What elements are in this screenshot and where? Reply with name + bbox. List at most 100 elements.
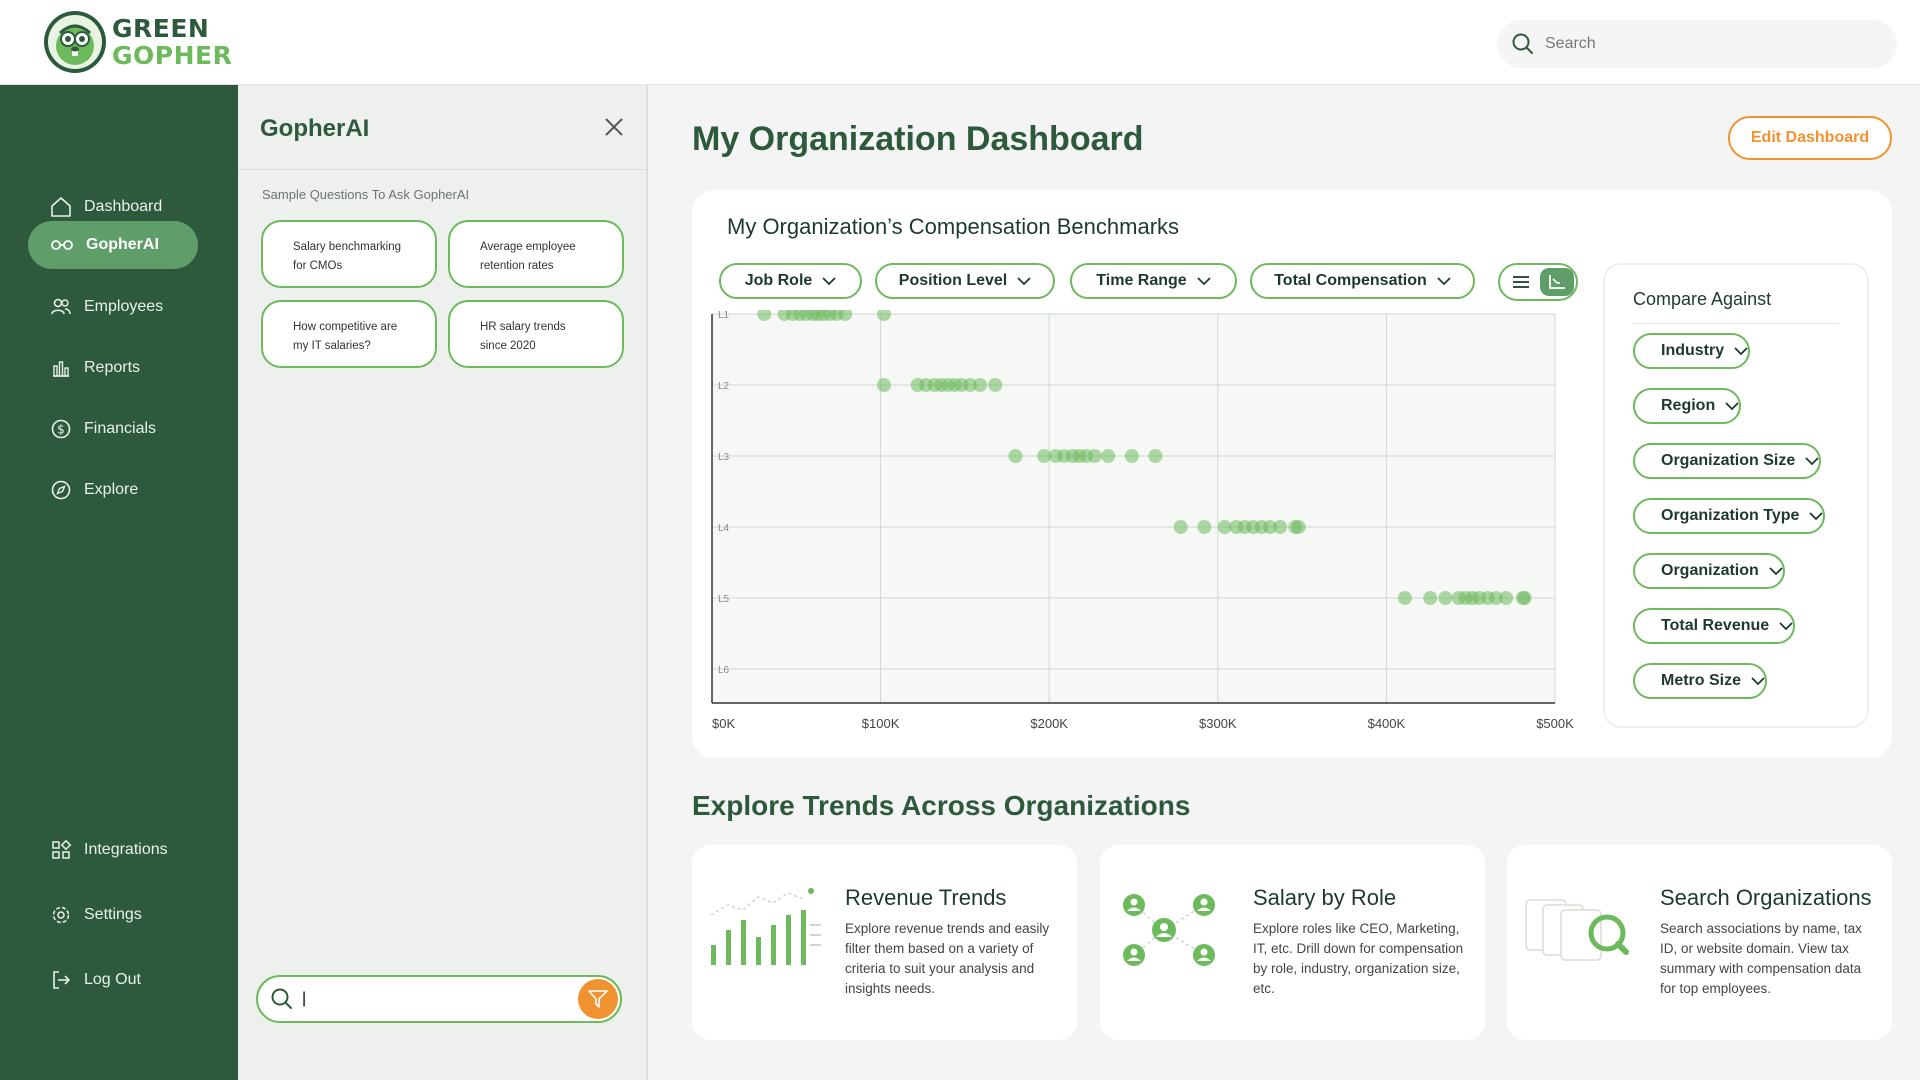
glasses-icon xyxy=(51,240,73,250)
search-organizations-card[interactable]: Search Organizations Search associations… xyxy=(1507,845,1892,1040)
edit-dashboard-button[interactable]: Edit Dashboard xyxy=(1728,116,1892,160)
sidebar: Dashboard GopherAI Employees Reports $ F… xyxy=(0,85,238,1080)
compare-organization-size[interactable]: Organization Size xyxy=(1633,443,1822,479)
plot-area xyxy=(712,314,1555,703)
logo[interactable]: GREEN GOPHER xyxy=(44,11,232,73)
sidebar-item-integrations[interactable]: Integrations xyxy=(28,826,198,874)
x-tick-label: $200K xyxy=(1030,716,1068,731)
salary-by-role-card[interactable]: Salary by Role Explore roles like CEO, M… xyxy=(1100,845,1485,1040)
scatter-point xyxy=(988,378,1003,392)
compare-total-revenue[interactable]: Total Revenue xyxy=(1633,608,1796,644)
x-tick-label: $100K xyxy=(862,716,900,731)
sidebar-item-logout[interactable]: Log Out xyxy=(28,956,198,1004)
ai-chat-input-box[interactable] xyxy=(256,975,622,1023)
scatter-point xyxy=(1438,591,1453,605)
scatter-point xyxy=(973,378,988,392)
scatter-point xyxy=(1173,520,1188,534)
compare-label: Organization xyxy=(1661,562,1759,579)
scatter-point xyxy=(1517,591,1532,605)
job-role-filter[interactable]: Job Role xyxy=(719,263,862,299)
sidebar-item-financials[interactable]: $ Financials xyxy=(28,405,198,453)
sidebar-item-settings[interactable]: Settings xyxy=(28,891,198,939)
page-title: My Organization Dashboard xyxy=(692,120,1144,158)
logo-wordmark: GREEN GOPHER xyxy=(112,15,232,69)
list-view-button[interactable] xyxy=(1506,269,1536,295)
scatter-point xyxy=(838,310,853,321)
y-tick-label: L3 xyxy=(718,452,730,463)
card-description: Search associations by name, tax ID, or … xyxy=(1660,921,1862,996)
scatter-point xyxy=(1217,520,1232,534)
total-compensation-filter[interactable]: Total Compensation xyxy=(1250,263,1475,299)
ai-chat-input[interactable] xyxy=(302,990,572,1008)
sidebar-item-label: Explore xyxy=(84,481,139,498)
sidebar-item-employees[interactable]: Employees xyxy=(28,283,198,331)
compass-icon xyxy=(51,480,71,500)
card-title: Search Organizations xyxy=(1660,885,1872,910)
compare-industry[interactable]: Industry xyxy=(1633,333,1751,369)
scatter-point xyxy=(876,310,891,321)
time-range-filter[interactable]: Time Range xyxy=(1070,263,1237,299)
chip-line: since 2020 xyxy=(480,340,536,352)
close-icon[interactable] xyxy=(602,115,626,139)
benchmarks-title: My Organization’s Compensation Benchmark… xyxy=(727,214,1180,239)
chip-line: How competitive are xyxy=(293,321,398,333)
sample-question-chip[interactable]: How competitive are my IT salaries? xyxy=(261,300,437,368)
search-input[interactable] xyxy=(1545,35,1865,53)
compare-organization-type[interactable]: Organization Type xyxy=(1633,498,1826,534)
chevron-down-icon xyxy=(1779,622,1793,631)
x-tick-label: $0K xyxy=(712,716,735,731)
chevron-down-icon xyxy=(1734,347,1748,356)
chevron-down-icon xyxy=(1725,402,1739,411)
document-search-icon xyxy=(1525,899,1629,961)
sample-question-chip[interactable]: HR salary trends since 2020 xyxy=(448,300,624,368)
top-bar: GREEN GOPHER xyxy=(0,0,1920,85)
scatter-point xyxy=(1037,449,1052,463)
sidebar-item-reports[interactable]: Reports xyxy=(28,344,198,392)
chart-view-button[interactable] xyxy=(1540,268,1574,296)
sample-question-chip[interactable]: Average employee retention rates xyxy=(448,220,624,288)
list-icon xyxy=(1513,276,1529,288)
sidebar-item-explore[interactable]: Explore xyxy=(28,466,198,514)
chip-line: Average employee xyxy=(480,241,576,253)
compare-metro-size[interactable]: Metro Size xyxy=(1633,663,1768,699)
chevron-down-icon xyxy=(1805,457,1819,466)
y-tick-label: L6 xyxy=(718,665,730,676)
compare-label: Region xyxy=(1661,397,1716,414)
filter-label: Total Compensation xyxy=(1274,272,1427,289)
position-level-filter[interactable]: Position Level xyxy=(875,263,1055,299)
sidebar-item-label: Employees xyxy=(84,298,164,315)
compare-organization[interactable]: Organization xyxy=(1633,553,1785,589)
x-tick-label: $300K xyxy=(1199,716,1237,731)
users-icon xyxy=(51,298,71,315)
compensation-benchmarks-card: My Organization’s Compensation Benchmark… xyxy=(692,190,1892,758)
scatter-point xyxy=(962,378,977,392)
trends-section-title: Explore Trends Across Organizations xyxy=(692,790,1191,821)
send-button[interactable] xyxy=(578,979,618,1019)
revenue-trends-card[interactable]: Revenue Trends Explore revenue trends an… xyxy=(692,845,1077,1040)
gear-icon xyxy=(52,906,70,924)
view-toggle xyxy=(1498,263,1578,301)
chevron-down-icon xyxy=(1437,277,1451,286)
sidebar-item-label: Financials xyxy=(84,420,157,437)
compare-region[interactable]: Region xyxy=(1633,388,1742,424)
sidebar-item-gopherai[interactable]: GopherAI xyxy=(28,221,198,269)
chip-line: HR salary trends xyxy=(480,321,566,333)
scatter-point xyxy=(1273,520,1288,534)
gopher-logo-icon xyxy=(44,11,106,73)
ai-panel-title: GopherAI xyxy=(260,115,370,142)
logo-line-1: GREEN xyxy=(112,14,210,43)
chevron-down-icon xyxy=(1751,677,1765,686)
search-icon xyxy=(1512,33,1533,54)
compare-label: Total Revenue xyxy=(1661,617,1770,634)
home-icon xyxy=(51,197,71,217)
chip-line: for CMOs xyxy=(293,260,343,272)
chip-line: retention rates xyxy=(480,260,554,272)
sidebar-item-dashboard[interactable]: Dashboard xyxy=(28,183,198,231)
grid-icon xyxy=(52,839,72,859)
scatter-point xyxy=(1488,591,1503,605)
sample-question-chip[interactable]: Salary benchmarking for CMOs xyxy=(261,220,437,288)
scatter-point xyxy=(1101,449,1116,463)
compare-divider xyxy=(1633,323,1839,324)
compare-label: Organization Size xyxy=(1661,452,1796,469)
search-bar[interactable] xyxy=(1497,20,1897,68)
